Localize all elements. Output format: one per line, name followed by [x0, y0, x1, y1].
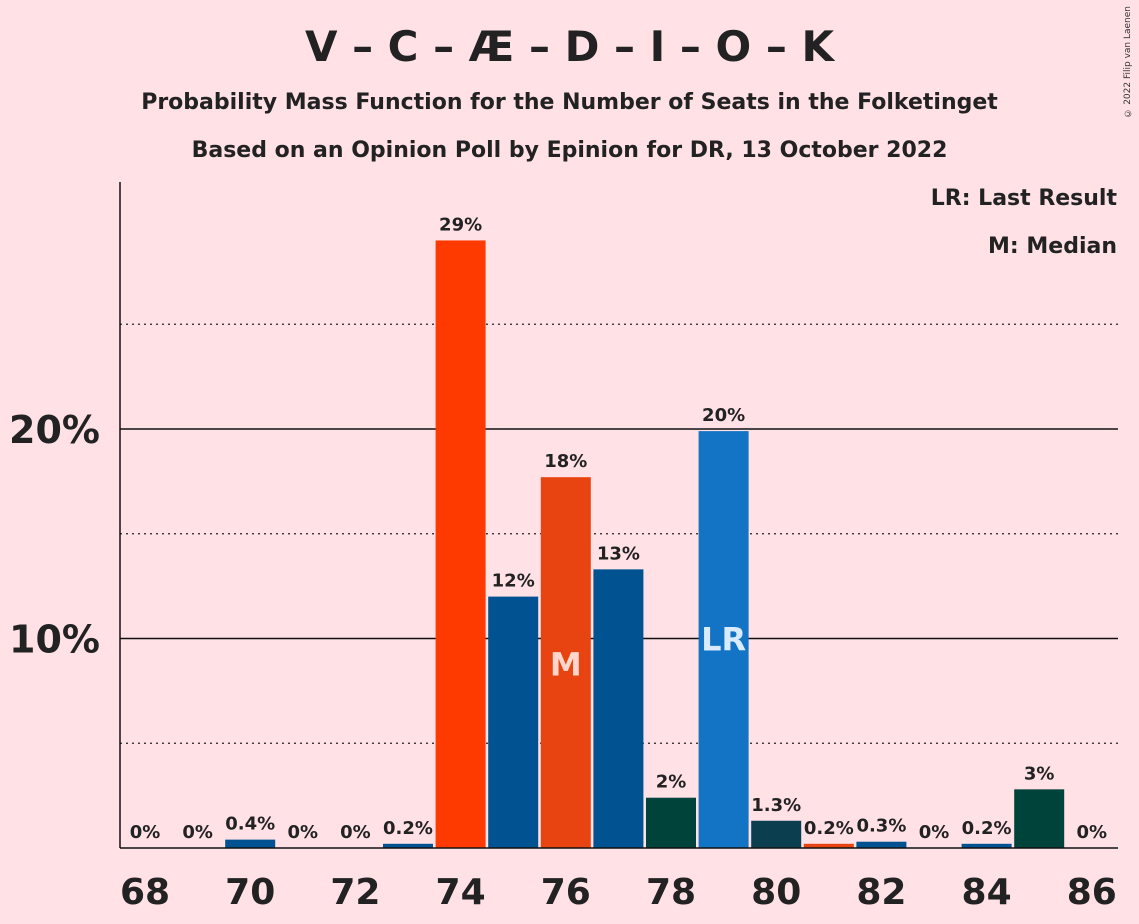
bar [698, 431, 749, 848]
bar-value-label: 3% [1024, 763, 1055, 784]
bar-value-label: 0% [919, 822, 950, 843]
median-marker: M [550, 646, 582, 684]
y-tick-label: 20% [9, 408, 100, 452]
bar [1014, 789, 1065, 848]
x-tick-label: 70 [225, 872, 275, 913]
bar [803, 843, 854, 848]
bar [540, 477, 591, 848]
bar-value-label: 0.4% [225, 814, 275, 835]
x-tick-label: 78 [646, 872, 696, 913]
bar-value-label: 20% [702, 405, 745, 426]
bar-value-label: 0% [130, 822, 161, 843]
bar-value-label: 0.3% [856, 816, 906, 837]
x-tick-label: 84 [962, 872, 1012, 913]
bar [488, 596, 539, 848]
bar-value-label: 1.3% [751, 795, 801, 816]
bar [646, 797, 696, 848]
bar-value-label: 18% [544, 451, 587, 472]
x-tick-label: 80 [751, 872, 801, 913]
legend-median: M: Median [988, 234, 1117, 259]
bar-value-label: 0.2% [962, 818, 1012, 839]
bar-value-label: 29% [439, 214, 482, 235]
bar [383, 843, 433, 848]
x-tick-label: 82 [856, 872, 906, 913]
bar-value-label: 13% [597, 543, 640, 564]
last-result-marker: LR [701, 621, 746, 659]
bar [961, 843, 1012, 848]
bar [435, 240, 486, 848]
x-tick-label: 72 [330, 872, 380, 913]
bar-value-label: 0.2% [804, 818, 854, 839]
bar-value-label: 0% [340, 822, 371, 843]
x-tick-label: 68 [120, 872, 170, 913]
bar [593, 569, 644, 848]
bar-value-label: 2% [656, 772, 687, 793]
x-tick-label: 76 [541, 872, 591, 913]
chart-subtitle-2: Based on an Opinion Poll by Epinion for … [191, 138, 948, 163]
chart-subtitle: Probability Mass Function for the Number… [141, 90, 998, 115]
bar-value-label: 12% [492, 571, 535, 592]
bar-value-label: 0% [1077, 822, 1108, 843]
bar-value-label: 0.2% [383, 818, 433, 839]
x-tick-label: 86 [1067, 872, 1117, 913]
legend-last-result: LR: Last Result [930, 186, 1117, 211]
bar-value-label: 0% [182, 822, 213, 843]
bar [751, 820, 802, 848]
bar [225, 839, 276, 848]
x-tick-label: 74 [436, 872, 486, 913]
bar [856, 841, 907, 848]
chart-title: V – C – Æ – D – I – O – K [304, 22, 835, 71]
y-tick-label: 10% [9, 618, 100, 662]
bar-value-label: 0% [288, 822, 319, 843]
